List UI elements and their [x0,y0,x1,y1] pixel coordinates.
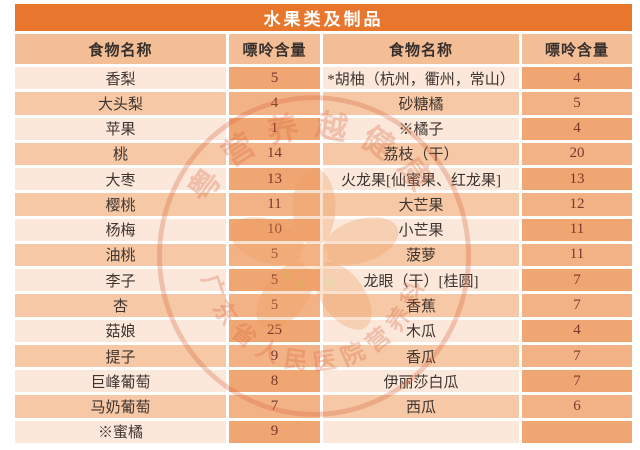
purine-value-cell: 11 [522,218,632,241]
food-name-cell: 伊丽莎白瓜 [323,370,519,393]
food-name-cell: 砂糖橘 [323,92,519,115]
food-name-cell: *胡柚（杭州，衢州，常山） [323,67,519,90]
purine-value-cell: 13 [522,168,632,191]
purine-value-cell: 11 [522,243,632,267]
food-name-cell: 李子 [15,269,226,292]
food-name-cell: 火龙果[仙蜜果、红龙果] [323,168,519,191]
food-name-cell: 樱桃 [15,193,226,216]
food-name-cell [323,420,519,443]
food-name-cell: 菠萝 [323,243,519,267]
purine-value-cell: 5 [522,92,632,115]
purine-value-cell: 5 [229,243,320,267]
purine-value-cell: 7 [522,370,632,393]
food-name-cell: 龙眼（干）[桂圆] [323,269,519,292]
table-title: 水果类及制品 [15,4,632,31]
food-name-cell: 香瓜 [323,344,519,368]
purine-value-cell: 25 [229,319,320,342]
food-name-cell: 油桃 [15,243,226,267]
purine-value-cell: 14 [229,142,320,166]
food-name-cell: 香蕉 [323,294,519,317]
purine-value-cell: 5 [229,269,320,292]
food-name-cell: 大芒果 [323,193,519,216]
food-name-cell: 提子 [15,344,226,368]
purine-value-cell: 11 [229,193,320,216]
food-name-cell: 木瓜 [323,319,519,342]
purine-value-cell: 13 [229,168,320,191]
food-name-cell: 小芒果 [323,218,519,241]
purine-value-cell: 20 [522,142,632,166]
purine-value-cell: 7 [522,269,632,292]
purine-table: 水果类及制品 食物名称 嘌呤含量 食物名称 嘌呤含量 香梨 5 *胡柚（杭州，衢… [15,4,632,443]
purine-value-cell: 4 [522,319,632,342]
purine-value-cell: 9 [229,420,320,443]
header-purine-right: 嘌呤含量 [522,34,632,64]
food-name-cell: 苹果 [15,117,226,140]
food-name-cell: 大头梨 [15,92,226,115]
food-name-cell: ※蜜橘 [15,420,226,443]
purine-value-cell: 8 [229,370,320,393]
food-name-cell: 杏 [15,294,226,317]
purine-value-cell: 6 [522,395,632,418]
food-name-cell: 巨峰葡萄 [15,370,226,393]
purine-value-cell: 10 [229,218,320,241]
food-name-cell: ※橘子 [323,117,519,140]
purine-value-cell: 9 [229,344,320,368]
purine-value-cell [522,420,632,443]
header-food-name-right: 食物名称 [323,34,519,64]
purine-value-cell: 7 [229,395,320,418]
purine-value-cell: 4 [522,117,632,140]
purine-value-cell: 5 [229,67,320,90]
food-name-cell: 荔枝（干） [323,142,519,166]
header-food-name-left: 食物名称 [15,34,226,64]
food-name-cell: 杨梅 [15,218,226,241]
purine-value-cell: 5 [229,294,320,317]
header-purine-left: 嘌呤含量 [229,34,320,64]
food-name-cell: 桃 [15,142,226,166]
food-name-cell: 香梨 [15,67,226,90]
food-name-cell: 西瓜 [323,395,519,418]
purine-value-cell: 7 [522,294,632,317]
food-name-cell: 菇娘 [15,319,226,342]
purine-value-cell: 4 [229,92,320,115]
food-name-cell: 马奶葡萄 [15,395,226,418]
purine-value-cell: 7 [522,344,632,368]
purine-value-cell: 4 [522,67,632,90]
food-name-cell: 大枣 [15,168,226,191]
purine-value-cell: 12 [522,193,632,216]
purine-value-cell: 1 [229,117,320,140]
